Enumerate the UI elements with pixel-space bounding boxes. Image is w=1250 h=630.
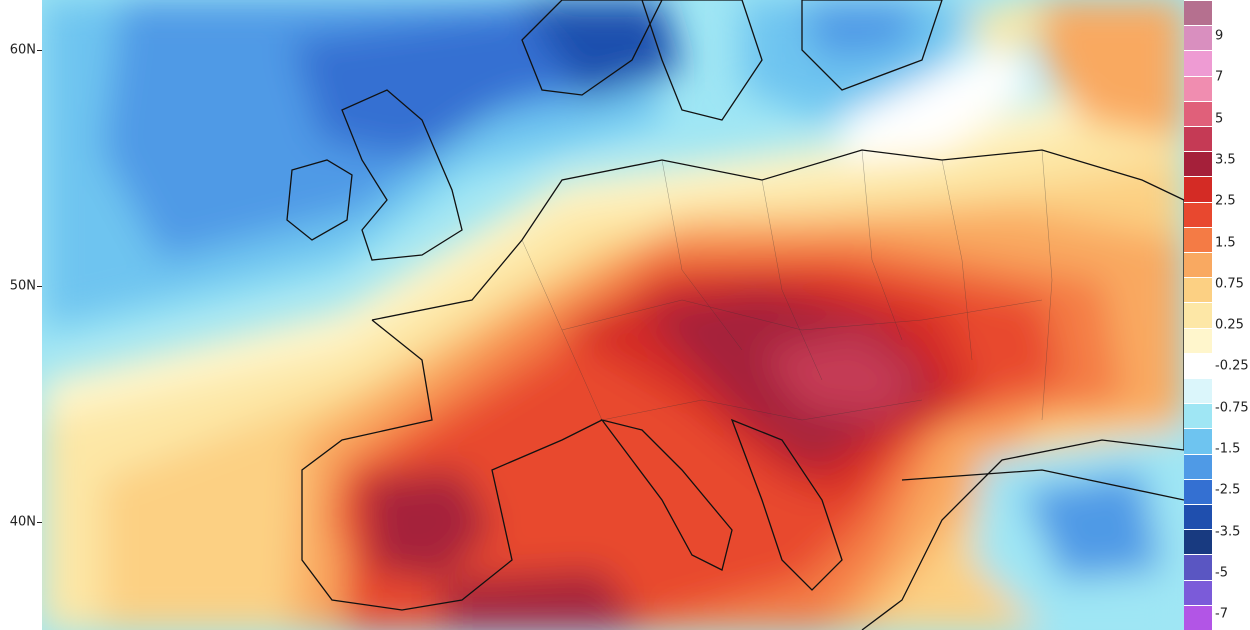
legend-swatch — [1184, 226, 1212, 252]
legend-label: 3.5 — [1215, 152, 1236, 168]
legend-swatch — [1184, 403, 1212, 429]
legend-swatch — [1184, 453, 1212, 479]
region-france-iberia — [301, 319, 603, 611]
lat-label-60n: 60N — [9, 42, 36, 58]
legend-swatch — [1184, 201, 1212, 227]
legend-swatch — [1184, 604, 1212, 630]
legend-swatch — [1184, 75, 1212, 101]
country-borders — [521, 149, 1053, 421]
legend-label: 2.5 — [1215, 193, 1236, 209]
legend-swatch — [1184, 176, 1212, 202]
region-balkans-greece — [730, 418, 843, 591]
legend-swatch — [1184, 378, 1212, 404]
legend-label: 5 — [1215, 111, 1224, 127]
lat-tick-60n — [37, 50, 42, 51]
legend-swatch — [1184, 529, 1212, 555]
lat-tick-40n — [37, 522, 42, 523]
legend-label: 7 — [1215, 69, 1224, 85]
region-united-kingdom — [341, 89, 463, 261]
lat-label-40n: 40N — [9, 514, 36, 530]
region-norway — [521, 0, 663, 96]
legend-swatch — [1184, 428, 1212, 454]
legend-swatch — [1184, 126, 1212, 152]
temperature-anomaly-map — [42, 0, 1184, 630]
region-sweden-finland — [641, 0, 763, 121]
coastlines — [286, 0, 1184, 630]
legend-swatch — [1184, 100, 1212, 126]
legend-label: 0.25 — [1215, 317, 1244, 333]
legend-swatch — [1184, 579, 1212, 605]
legend-swatch — [1184, 252, 1212, 278]
legend-label: -7 — [1215, 606, 1228, 622]
legend-label: 0.75 — [1215, 276, 1244, 292]
legend-label: -2.5 — [1215, 482, 1241, 498]
legend-swatch — [1184, 352, 1212, 378]
legend-swatch — [1184, 151, 1212, 177]
legend-label: -1.5 — [1215, 441, 1241, 457]
region-continent — [371, 149, 1184, 630]
latitude-axis: 60N 50N 40N — [0, 0, 42, 630]
legend-swatch — [1184, 0, 1212, 26]
color-legend: 9 7 5 3.5 2.5 1.5 0.75 0.25 -0.25 -0.75 -1.5 -2.5 -3… — [1184, 0, 1250, 630]
legend-label: 9 — [1215, 28, 1224, 44]
legend-swatch — [1184, 327, 1212, 353]
legend-label: -0.75 — [1215, 400, 1249, 416]
legend-label: -3.5 — [1215, 524, 1241, 540]
legend-swatch — [1184, 277, 1212, 303]
legend-swatch — [1184, 25, 1212, 51]
legend-label: -0.25 — [1215, 358, 1249, 374]
region-ireland — [286, 159, 353, 241]
legend-swatch — [1184, 50, 1212, 76]
legend-swatch — [1184, 478, 1212, 504]
legend-label: -5 — [1215, 565, 1228, 581]
region-baltics — [801, 0, 943, 91]
lat-label-50n: 50N — [9, 278, 36, 294]
anomaly-field — [42, 0, 1184, 630]
lat-tick-50n — [37, 286, 42, 287]
legend-swatch — [1184, 302, 1212, 328]
legend-label: 1.5 — [1215, 235, 1236, 250]
legend-swatch — [1184, 504, 1212, 530]
region-italy — [600, 418, 733, 571]
region-turkey — [901, 469, 1184, 501]
map-svg — [42, 0, 1184, 630]
legend-swatch — [1184, 554, 1212, 580]
